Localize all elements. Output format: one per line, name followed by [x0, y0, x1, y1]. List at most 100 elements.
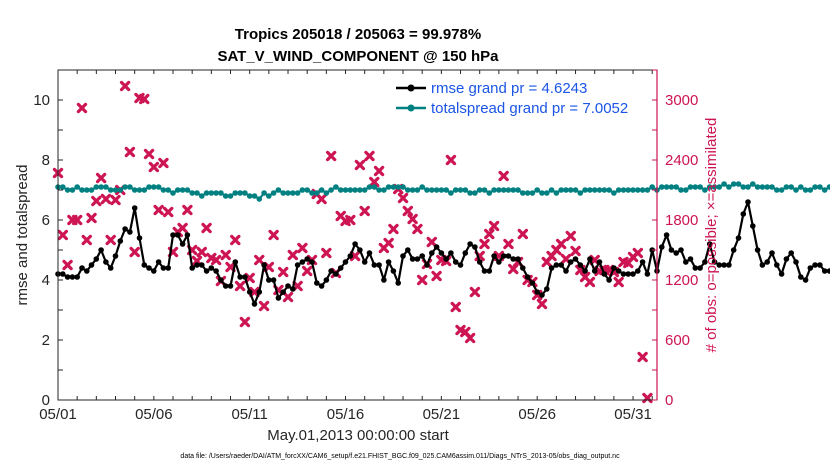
spread-point-14 [122, 184, 128, 190]
obs-count-marker-45 [268, 229, 279, 241]
spread-point-51 [299, 187, 306, 193]
rmse-point-152 [783, 256, 790, 262]
rmse-point-97 [520, 265, 526, 271]
rmse-point-74 [409, 256, 416, 262]
spread-point-24 [170, 190, 176, 196]
obs-count-marker-86 [464, 332, 476, 344]
legend: rmse grand pr = 4.6243 totalspread grand… [396, 80, 628, 117]
rmse-point-109 [577, 262, 584, 268]
spread-point-103 [548, 187, 555, 193]
spread-point-42 [256, 196, 263, 202]
spread-point-119 [625, 187, 631, 193]
rmse-point-126 [659, 244, 665, 250]
spread-point-90 [486, 190, 493, 196]
rmse-point-116 [611, 265, 617, 271]
rmse-point-52 [304, 256, 311, 262]
spread-point-143 [740, 184, 747, 190]
rmse-point-31 [203, 268, 210, 274]
rmse-point-40 [246, 289, 253, 295]
x-tick-label: 05/31 [614, 406, 652, 423]
rmse-point-131 [683, 259, 689, 265]
obs-count-marker-18 [139, 93, 150, 105]
rmse-point-130 [678, 247, 684, 253]
spread-point-32 [208, 190, 215, 196]
obs-count-marker-55 [316, 193, 327, 205]
obs-count-marker-63 [354, 159, 366, 171]
spread-point-127 [663, 184, 670, 190]
obs-count-marker-51 [297, 242, 308, 254]
obs-count-marker-83 [450, 301, 461, 313]
rmse-point-144 [745, 199, 751, 205]
rmse-point-123 [644, 271, 651, 277]
obs-count-marker-75 [412, 223, 423, 235]
rmse-point-12 [112, 253, 119, 259]
rmse-point-142 [735, 235, 742, 241]
rmse-point-156 [802, 277, 809, 283]
spread-point-121 [635, 187, 641, 193]
rmse-point-43 [261, 262, 267, 268]
rmse-point-9 [98, 247, 104, 253]
rmse-point-14 [122, 226, 128, 232]
spread-point-150 [774, 187, 780, 193]
spread-point-29 [194, 190, 200, 196]
obs-count-marker-122 [637, 351, 648, 363]
spread-point-16 [131, 187, 138, 193]
rmse-point-138 [716, 262, 723, 268]
spread-point-65 [366, 184, 373, 190]
spread-point-54 [314, 190, 320, 196]
spread-point-1 [60, 184, 66, 190]
obs-count-marker-12 [110, 194, 121, 206]
obs-count-marker-91 [488, 220, 500, 232]
rmse-point-135 [702, 259, 708, 265]
y-tick-label: 8 [42, 152, 50, 169]
rmse-point-92 [496, 259, 502, 265]
rmse-point-145 [750, 223, 756, 229]
y-axis-ticks: 0 2 4 6 8 10 [33, 69, 63, 409]
obs-count-marker-93 [498, 170, 509, 182]
obs-count-marker-9 [95, 172, 107, 184]
rmse-point-13 [117, 238, 124, 244]
spread-point-117 [615, 187, 622, 193]
spread-point-130 [678, 187, 684, 193]
obs-count-marker-111 [584, 276, 596, 288]
rmse-point-75 [414, 256, 421, 262]
spread-point-95 [510, 187, 516, 193]
spread-point-63 [357, 187, 363, 193]
spread-point-89 [481, 187, 488, 193]
obs-count-marker-43 [258, 300, 270, 312]
spread-point-19 [146, 184, 152, 190]
rmse-point-96 [515, 256, 521, 262]
rmse-point-133 [692, 265, 699, 271]
rmse-point-104 [553, 262, 560, 268]
spread-point-5 [79, 187, 85, 193]
spread-point-58 [333, 184, 339, 190]
obs-count-marker-49 [287, 249, 299, 261]
obs-count-marker-82 [445, 154, 457, 166]
rmse-point-157 [807, 265, 814, 271]
obs-count-marker-14 [119, 80, 131, 92]
spread-point-82 [448, 190, 454, 196]
spread-point-52 [304, 187, 311, 193]
rmse-point-136 [706, 241, 713, 247]
rmse-point-10 [103, 259, 109, 265]
rmse-point-15 [127, 229, 133, 235]
spread-point-73 [405, 187, 411, 193]
rmse-point-101 [539, 292, 545, 298]
rmse-point-158 [812, 262, 818, 268]
obs-count-marker-107 [565, 230, 576, 242]
spread-point-149 [769, 184, 775, 190]
rmse-point-90 [486, 268, 493, 274]
spread-point-67 [376, 187, 382, 193]
rmse-point-54 [314, 280, 320, 286]
spread-point-9 [98, 184, 104, 190]
obs-count-marker-38 [234, 280, 246, 292]
obs-count-marker-78 [426, 236, 437, 248]
rmse-point-103 [548, 265, 555, 271]
spread-point-72 [400, 184, 406, 190]
rmse-point-112 [591, 268, 598, 274]
spread-point-146 [754, 184, 761, 190]
spread-point-11 [107, 187, 114, 193]
spread-point-57 [328, 187, 334, 193]
rmse-point-100 [534, 289, 540, 295]
